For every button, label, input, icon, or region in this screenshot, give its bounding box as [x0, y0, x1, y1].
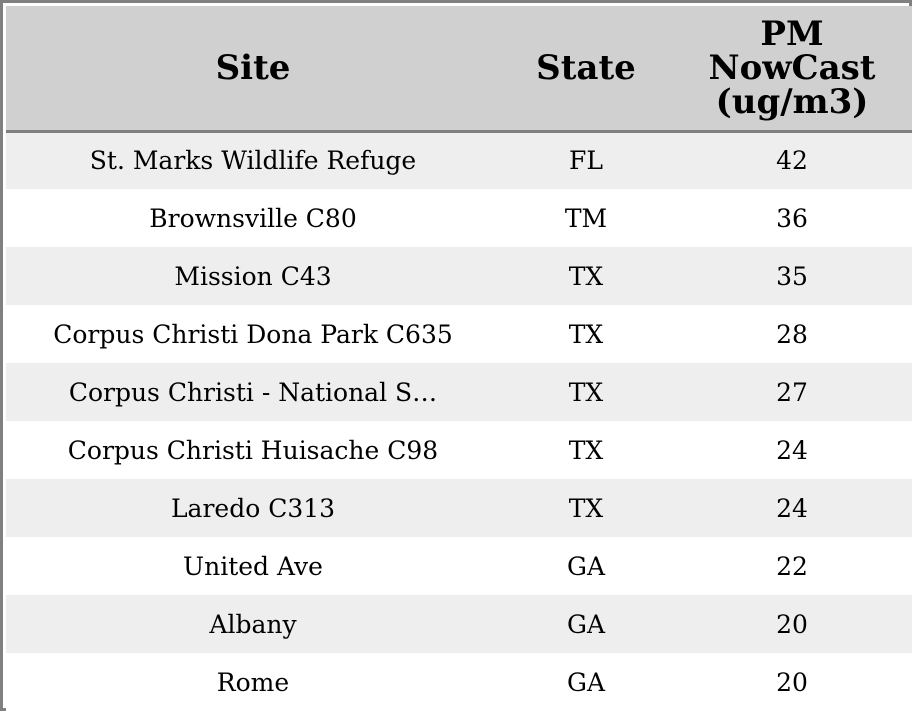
state-cell: TX — [568, 319, 604, 349]
table-row: Brownsville C80 TM 36 — [6, 189, 912, 247]
pm-value-cell: 36 — [776, 203, 808, 233]
column-header-pm-line-1: PM — [760, 13, 824, 54]
column-header-state: State — [500, 6, 672, 133]
state-cell: TM — [564, 203, 608, 233]
site-cell: United Ave — [183, 551, 323, 581]
header-row: Site State PM NowCast (ug/m3) — [6, 6, 912, 133]
pm-value-cell: 27 — [776, 377, 808, 407]
pm-nowcast-table: Site State PM NowCast (ug/m3) St. Marks … — [6, 6, 912, 711]
pm-value-cell: 22 — [776, 551, 808, 581]
column-header-pm: PM NowCast (ug/m3) — [672, 6, 912, 133]
site-cell: Corpus Christi Huisache C98 — [67, 435, 439, 465]
table-row: Rome GA 20 — [6, 653, 912, 711]
pm-value-cell: 24 — [776, 435, 808, 465]
column-header-pm-line-2: NowCast — [708, 47, 876, 88]
pm-value-cell: 24 — [776, 493, 808, 523]
table-row: Corpus Christi Huisache C98 TX 24 — [6, 421, 912, 479]
state-cell: GA — [566, 609, 606, 639]
pm-value-cell: 35 — [776, 261, 808, 291]
state-cell: TX — [568, 261, 604, 291]
table-row: Laredo C313 TX 24 — [6, 479, 912, 537]
column-header-site-text: Site — [215, 47, 291, 88]
site-cell: Albany — [209, 609, 297, 639]
site-cell: Laredo C313 — [170, 493, 336, 523]
table-row: Corpus Christi - National S… TX 27 — [6, 363, 912, 421]
table-row: Mission C43 TX 35 — [6, 247, 912, 305]
table-row: Corpus Christi Dona Park C635 TX 28 — [6, 305, 912, 363]
state-cell: FL — [569, 146, 603, 176]
site-cell: Rome — [216, 667, 290, 697]
state-cell: GA — [566, 551, 606, 581]
site-cell: Mission C43 — [174, 261, 332, 291]
column-header-state-text: State — [536, 47, 636, 88]
pm-value-cell: 42 — [776, 146, 808, 176]
state-cell: GA — [566, 667, 606, 697]
state-cell: TX — [568, 435, 604, 465]
state-cell: TX — [568, 377, 604, 407]
pm-value-cell: 20 — [776, 667, 808, 697]
site-cell: St. Marks Wildlife Refuge — [89, 146, 417, 176]
column-header-site: Site — [6, 6, 500, 133]
site-cell: Corpus Christi Dona Park C635 — [53, 319, 453, 349]
site-cell: Brownsville C80 — [149, 203, 357, 233]
pm-value-cell: 28 — [776, 319, 808, 349]
site-cell: Corpus Christi - National S… — [68, 377, 438, 407]
column-header-pm-line-3: (ug/m3) — [715, 81, 869, 122]
state-cell: TX — [568, 493, 604, 523]
table-row: St. Marks Wildlife Refuge FL 42 — [6, 131, 912, 189]
pm-value-cell: 20 — [776, 609, 808, 639]
table-row: United Ave GA 22 — [6, 537, 912, 595]
table-row: Albany GA 20 — [6, 595, 912, 653]
